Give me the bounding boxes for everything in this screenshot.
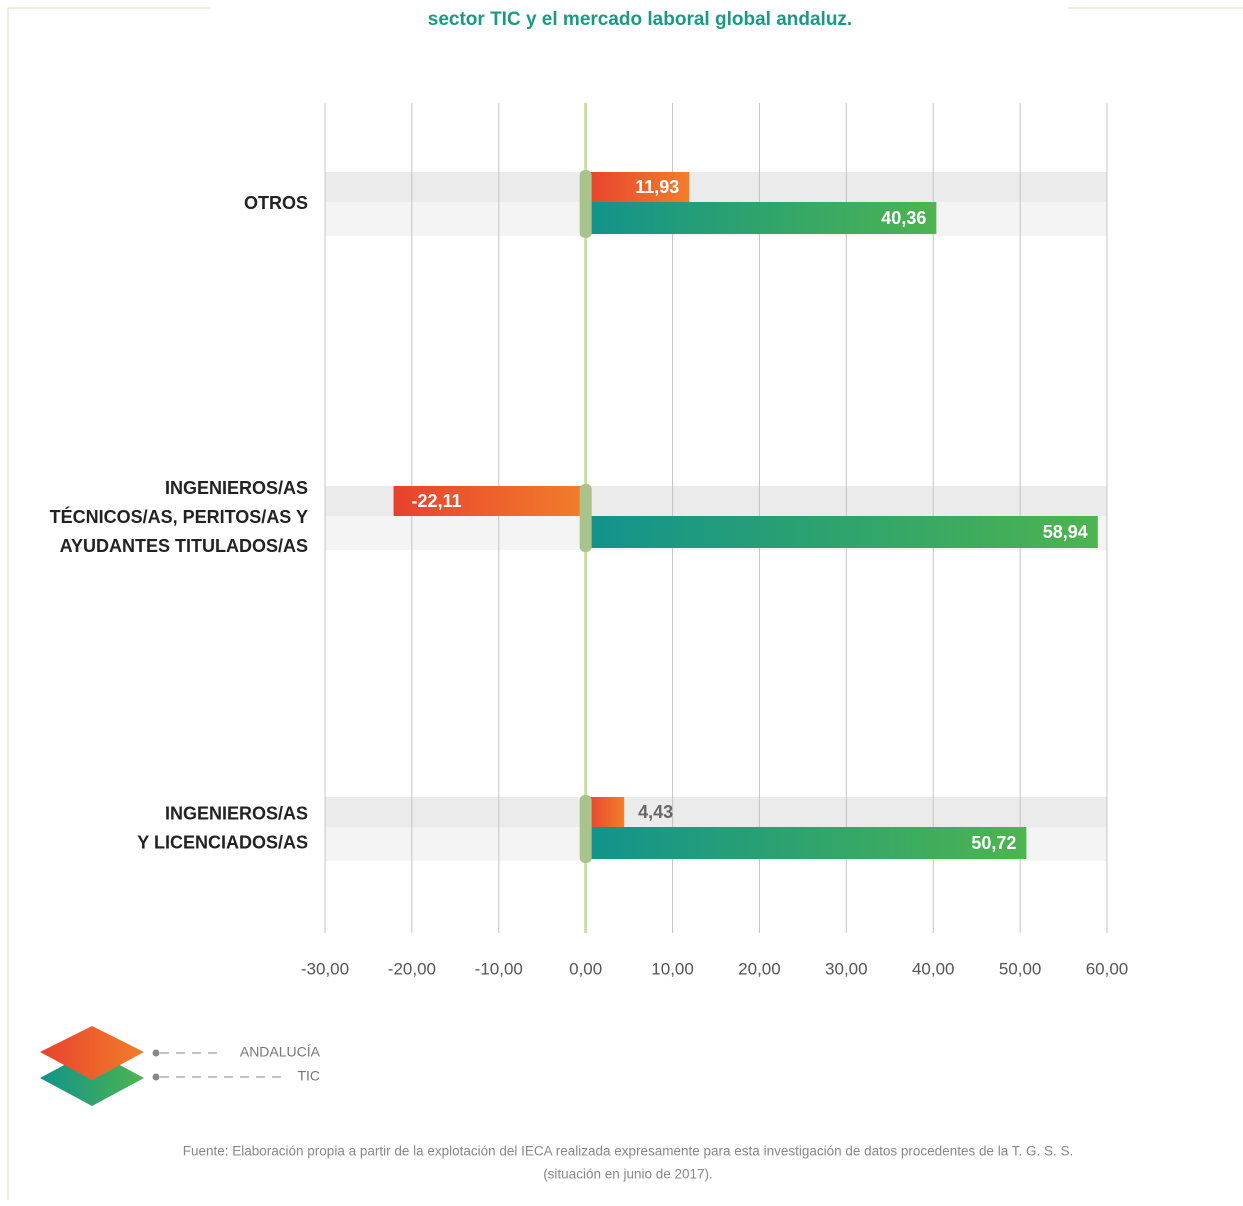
source: Fuente: Elaboración propia a partir de l… — [183, 1144, 1074, 1159]
legend-dot — [152, 1049, 160, 1057]
bar — [585, 797, 625, 827]
legend-dot — [152, 1073, 160, 1081]
x-tick-label: 30,00 — [825, 959, 868, 978]
x-tick-label: 20,00 — [738, 959, 781, 978]
x-tick-label: -30,00 — [301, 959, 349, 978]
x-tick-label: 10,00 — [651, 959, 694, 978]
zero-marker — [579, 170, 592, 238]
x-tick-label: 60,00 — [1086, 959, 1129, 978]
chart-title: sector TIC y el mercado laboral global a… — [428, 9, 852, 30]
data-label: 11,93 — [635, 177, 679, 197]
legend-label: ANDALUCÍA — [240, 1044, 321, 1060]
data-label: -22,11 — [412, 491, 462, 511]
legend-label: TIC — [297, 1068, 320, 1084]
category-label: INGENIEROS/AS Y LICENCIADOS/AS — [137, 803, 308, 852]
x-tick-label: -10,00 — [475, 959, 523, 978]
data-label: 4,43 — [638, 802, 673, 822]
x-tick-label: 40,00 — [912, 959, 955, 978]
data-label: 50,72 — [971, 833, 1016, 853]
row-band — [325, 172, 1107, 202]
x-tick-label: 50,00 — [999, 959, 1042, 978]
data-label: 58,94 — [1043, 522, 1088, 542]
bar — [393, 486, 586, 516]
bar — [585, 202, 937, 234]
bar — [585, 172, 690, 202]
bar — [585, 827, 1027, 859]
zero-marker — [579, 484, 592, 552]
legend-swatch — [40, 1026, 144, 1080]
source: (situación en junio de 2017). — [543, 1167, 713, 1182]
x-tick-label: 0,00 — [569, 959, 602, 978]
x-tick-label: -20,00 — [388, 959, 436, 978]
data-label: 40,36 — [881, 208, 926, 228]
zero-marker — [579, 795, 592, 863]
category-label: INGENIEROS/AS TÉCNICOS/AS, PERITOS/AS Y AY… — [50, 478, 308, 556]
row-band — [325, 797, 1107, 827]
bar — [585, 516, 1098, 548]
category-label: OTROS — [244, 193, 308, 213]
